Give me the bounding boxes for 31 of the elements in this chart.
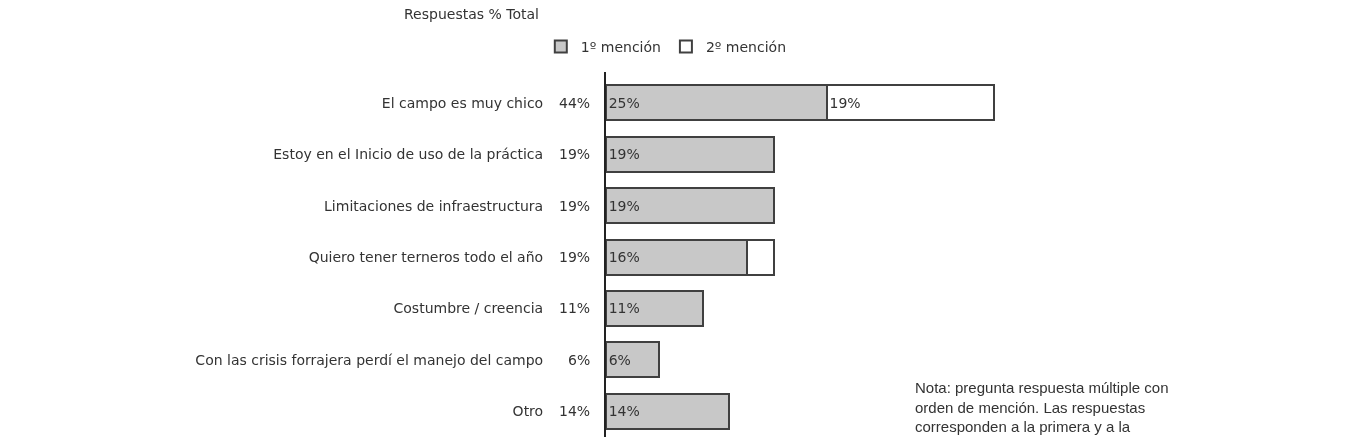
legend-label: 1º mención [580, 38, 661, 55]
y-tick-label: Limitaciones de infraestructura [324, 197, 544, 214]
total-label: 19% [559, 249, 591, 265]
data-label: 14% [608, 403, 640, 420]
y-tick-label: Otro [512, 403, 544, 420]
data-label: 6% [608, 351, 631, 368]
y-tick-label: Costumbre / creencia [393, 300, 544, 317]
bar [605, 135, 775, 173]
total-label: 44% [559, 95, 591, 111]
data-label: 25% [608, 94, 640, 111]
total-label: 14% [559, 403, 591, 419]
data-label: 19% [608, 197, 640, 214]
bar [605, 341, 660, 379]
data-label: 16% [608, 249, 640, 266]
total-label: 19% [559, 146, 591, 162]
y-tick-label: Quiero tener terneros todo el año [308, 248, 544, 265]
y-tick-label: Con las crisis forrajera perdí el manejo del campo [195, 351, 544, 368]
text: Respuestas % Total [404, 6, 539, 22]
bar [605, 187, 775, 225]
data-label: 11% [608, 300, 640, 317]
legend-label: 2º mención [705, 38, 787, 55]
data-label: 19% [608, 146, 640, 163]
bar [605, 290, 704, 327]
total-label: 11% [559, 300, 591, 316]
bar [605, 392, 731, 430]
annotation: Nota: pregunta respuesta múltiple con orden de mención. Las respuestas corresponden a la primera y a la [915, 379, 1169, 435]
total-label: 19% [559, 198, 591, 214]
data-label: 19% [829, 94, 861, 111]
total-label: 6% [568, 352, 591, 368]
y-tick-label: Estoy en el Inicio de uso de la práctica [273, 146, 544, 163]
y-tick-label: El campo es muy chico [381, 94, 544, 111]
